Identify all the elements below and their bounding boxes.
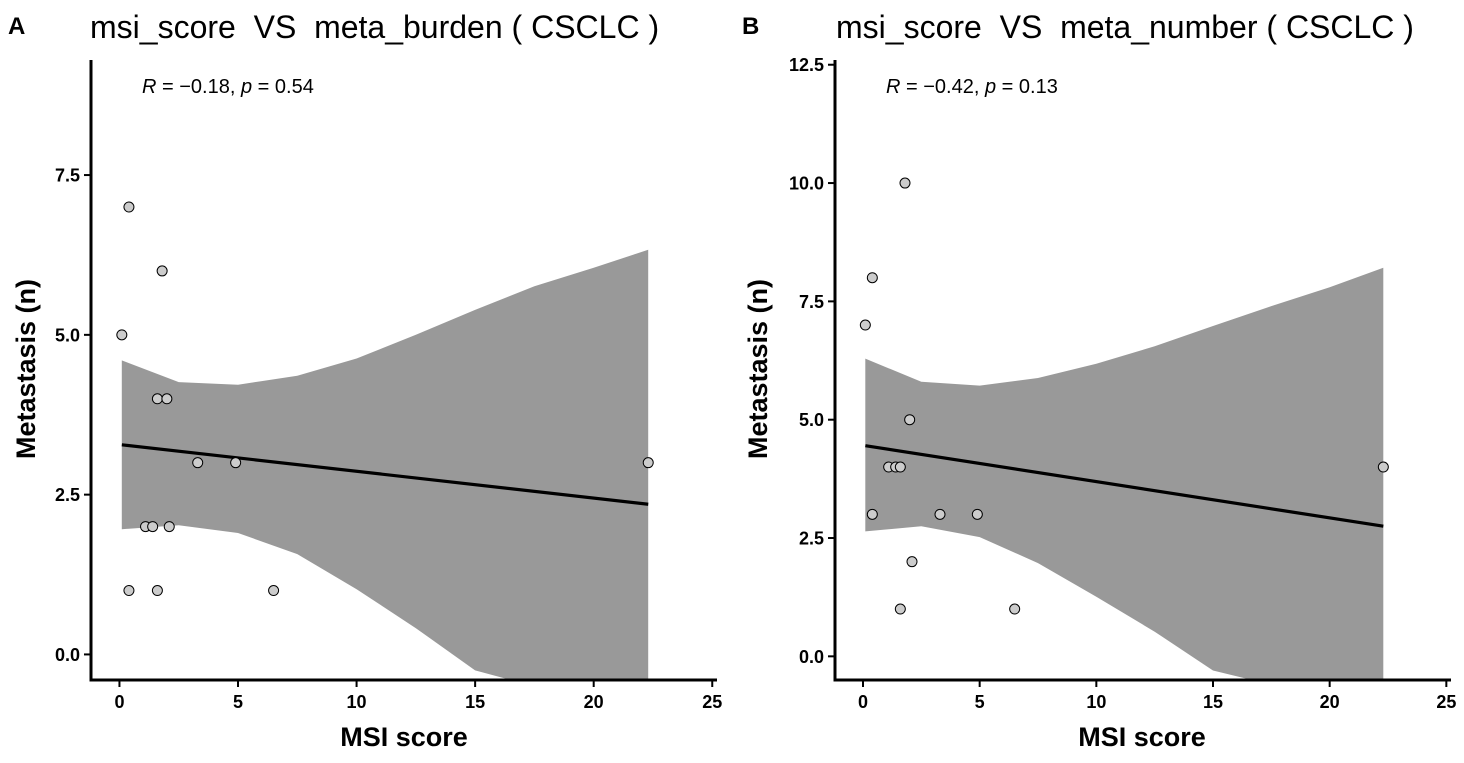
panel-a-confidence-band [121,249,649,680]
panel-b-data-point [904,414,916,426]
panel-a-data-point [268,585,280,597]
panel-b-data-point [894,461,906,473]
panel-a-plot-area: 0 5 10 15 20 25 0.0 2.5 5.0 7.5 [55,60,722,712]
panel-b-x-tick-label: 5 [975,692,985,712]
panel-a-data-point [147,521,159,533]
panel-a-regression-line [121,443,649,506]
panel-a-data-point [151,585,163,597]
panel-b-data-point [934,508,946,520]
panel-b-title: msi_score VS meta_number ( CSCLC ) [836,9,1414,45]
panel-a-x-tick-label: 15 [465,692,485,712]
panel-a-data-point [123,585,135,597]
panel-b-y-axis-title: Metastasis (n) [743,279,773,459]
panel-a-y-axis-title: Metastasis (n) [11,279,41,459]
panel-b-x-axis-title: MSI score [1078,722,1206,752]
panel-a-data-point [230,457,242,469]
panel-a-x-tick-label: 5 [233,692,243,712]
panel-b-data-point [894,603,906,615]
panel-a-data-point [642,457,654,469]
panel-a-letter: A [8,13,25,40]
panel-b-correlation-stat: R = −0.42, p = 0.13 [886,76,1058,98]
panel-a-x-axis-title: MSI score [340,722,468,752]
panel-a-y-tick-label: 2.5 [55,485,80,505]
panel-b-y-tick-label: 2.5 [799,529,824,549]
panel-a-x-tick-label: 0 [114,692,124,712]
panel-b-data-point [1377,461,1389,473]
panel-a-title: msi_score VS meta_burden ( CSCLC ) [90,9,659,45]
panel-b-data-point [1009,603,1021,615]
panel-a-data-point [161,393,173,405]
panel-a-y-tick-label: 7.5 [55,166,80,186]
panel-b-confidence-band [865,267,1384,680]
panel-a-x-tick-label: 20 [584,692,604,712]
panel-b-data-point [859,319,871,331]
panel-b-y-tick-label: 12.5 [789,55,824,75]
panel-a-data-point [116,329,128,341]
panel-b-x-tick-label: 10 [1086,692,1106,712]
panel-b: B msi_score VS meta_number ( CSCLC ) R =… [742,9,1456,752]
panel-b-x-tick-label: 25 [1436,692,1456,712]
panel-a: A msi_score VS meta_burden ( CSCLC ) R =… [8,9,722,752]
panel-a-x-tick-label: 10 [347,692,367,712]
panel-b-y-tick-label: 0.0 [799,647,824,667]
panel-a-y-tick-label: 0.0 [55,645,80,665]
panel-b-x-tick-label: 20 [1320,692,1340,712]
panel-b-regression-line [865,444,1384,528]
panel-b-data-point [899,177,911,189]
panel-a-x-tick-label: 25 [702,692,722,712]
panel-b-x-tick-label: 0 [858,692,868,712]
panel-b-x-tick-label: 15 [1203,692,1223,712]
panel-a-y-tick-label: 5.0 [55,325,80,345]
panel-a-data-point [123,201,135,213]
panel-a-correlation-stat: R = −0.18, p = 0.54 [142,76,314,98]
panel-b-y-tick-label: 10.0 [789,174,824,194]
panel-b-data-point [906,556,918,568]
panel-b-data-point [866,272,878,284]
panel-a-data-point [151,393,163,405]
panel-b-y-tick-label: 7.5 [799,292,824,312]
panel-b-plot-area: 0 5 10 15 20 25 0.0 2.5 5.0 7.5 10.0 12.5 [789,55,1456,712]
panel-a-data-point [163,521,175,533]
panel-b-data-point [866,508,878,520]
panel-a-data-point [156,265,168,277]
panel-b-letter: B [742,13,759,40]
panel-a-data-point [192,457,204,469]
panel-b-y-tick-label: 5.0 [799,410,824,430]
panel-b-data-point [971,508,983,520]
